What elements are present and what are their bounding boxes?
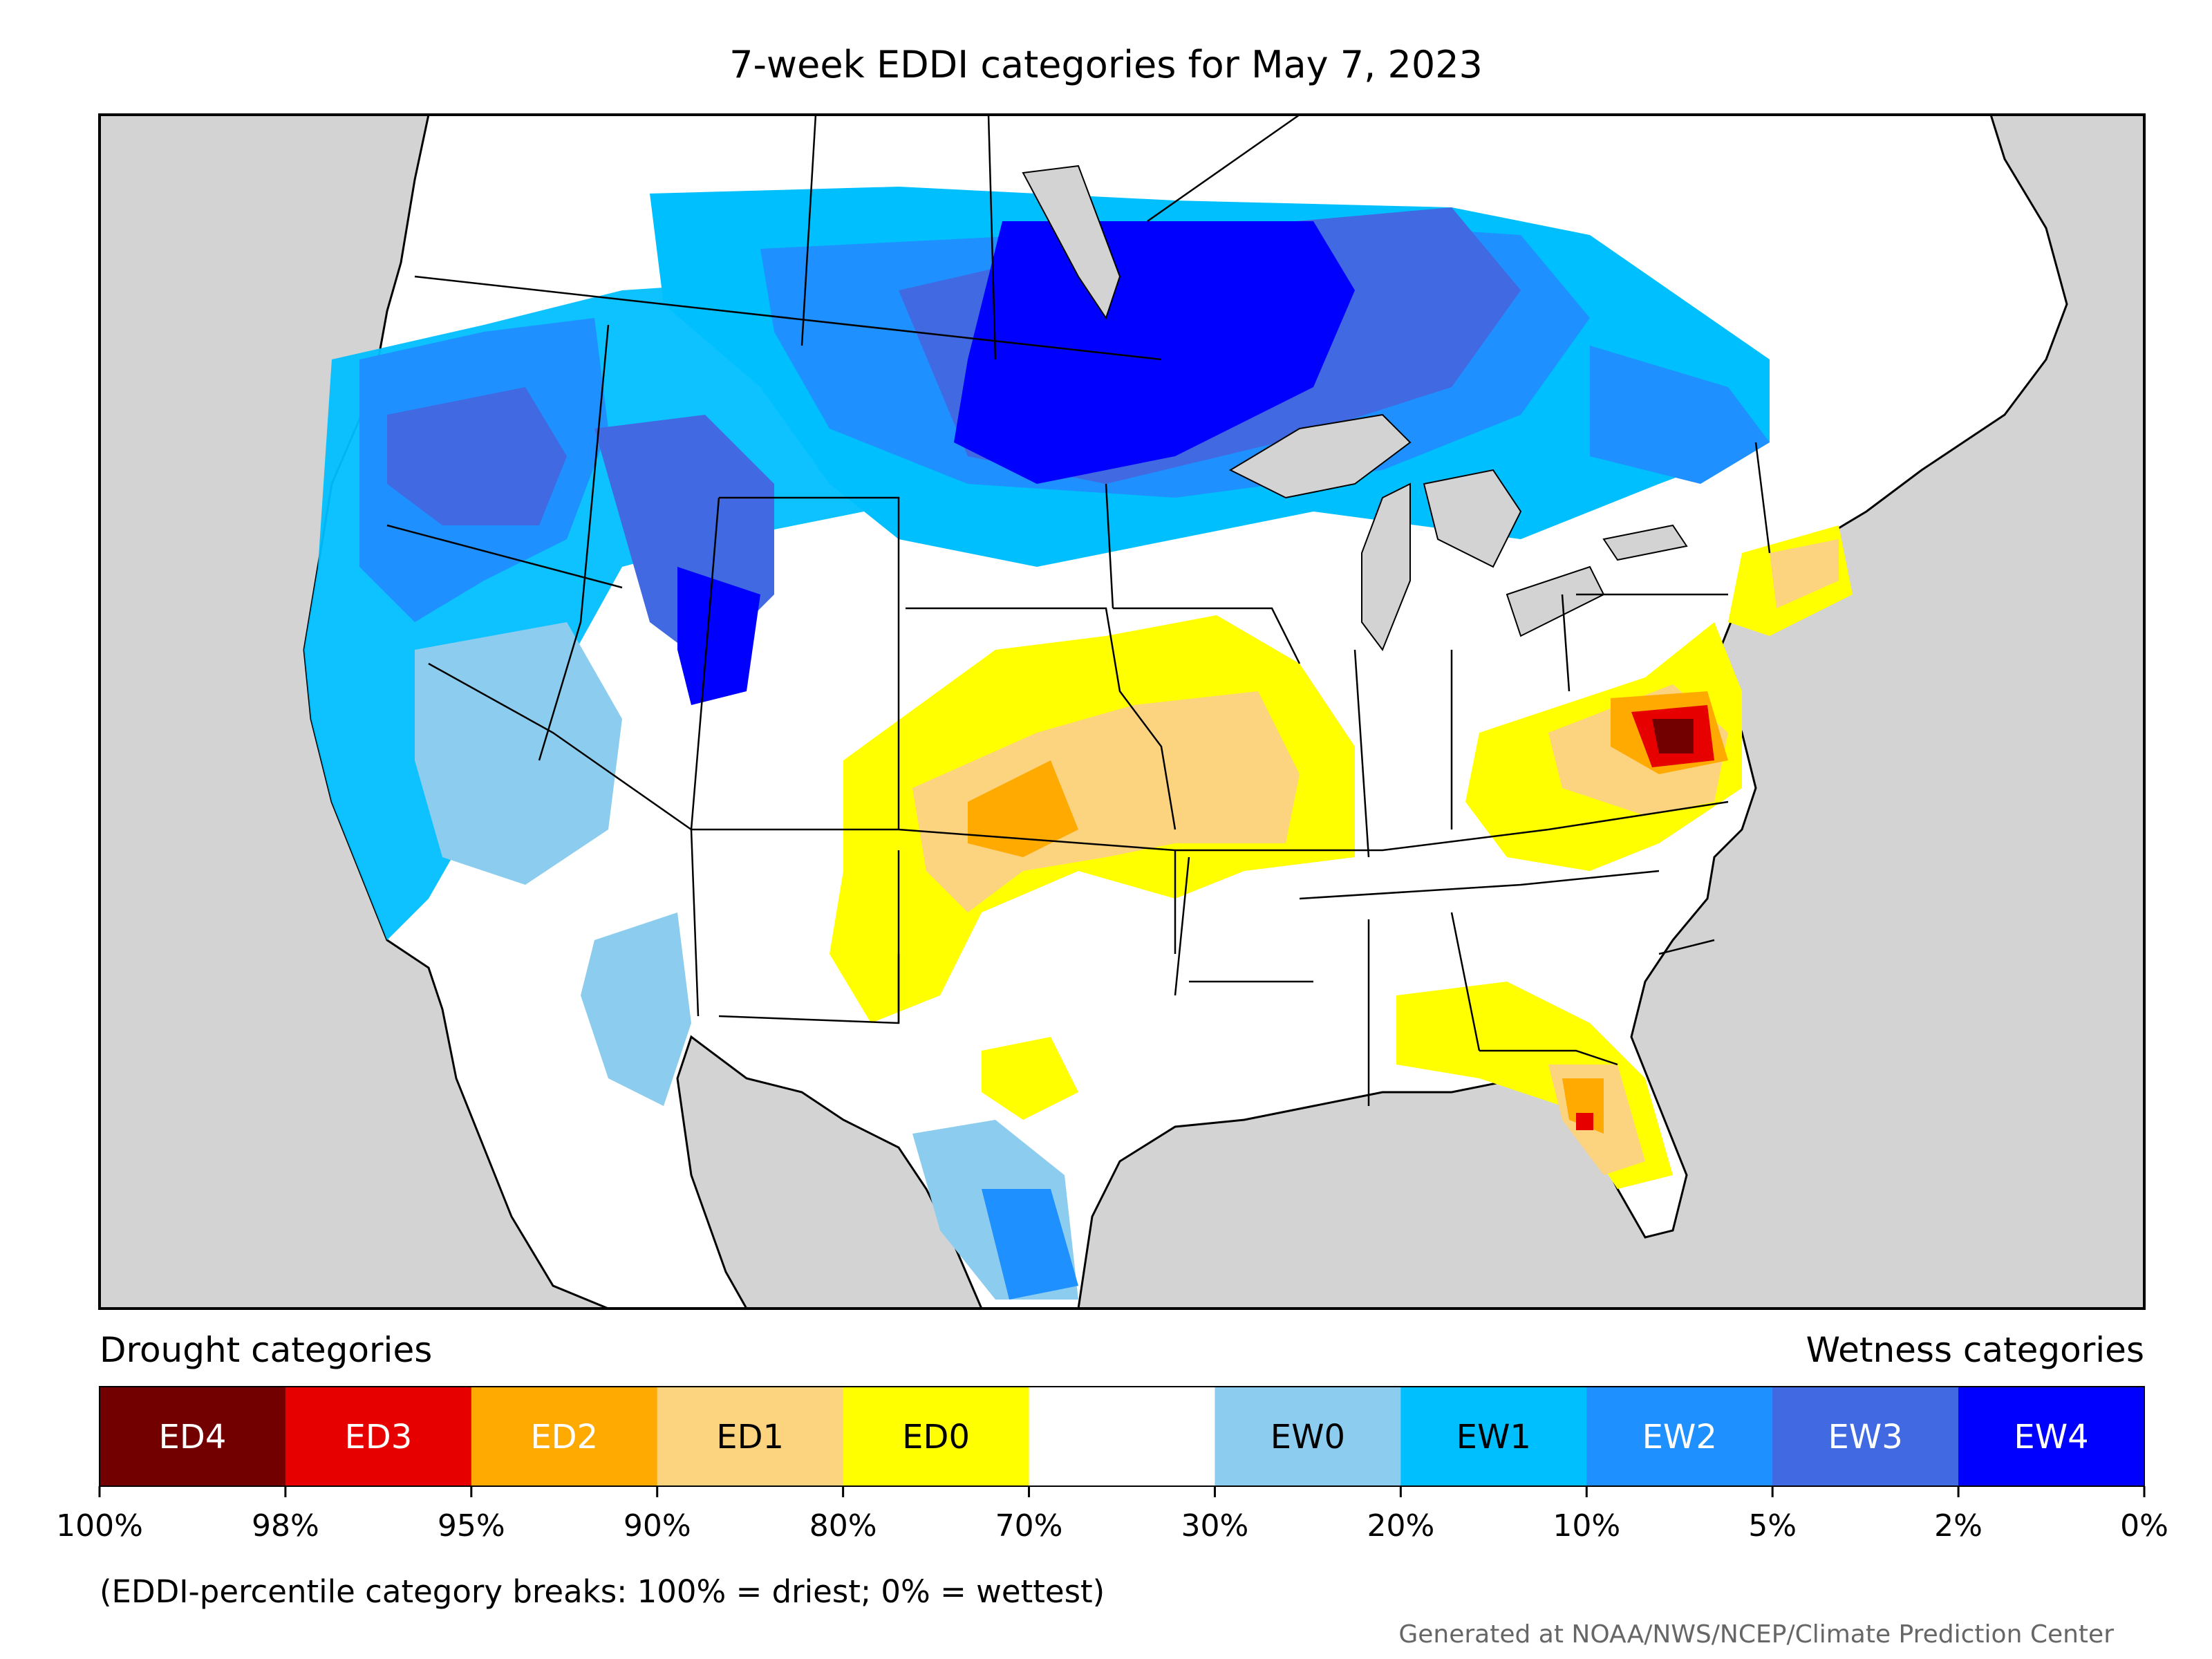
legend-swatch-ed3 [285,1387,472,1486]
legend-swatch-ed4 [100,1387,286,1486]
ew4-region-north [954,221,1355,484]
ed1-region-central [912,691,1300,912]
legend-tick-label: 20% [1367,1508,1434,1544]
eddi-map [98,113,2146,1310]
legend-label-ed1: ED1 [716,1418,784,1456]
legend-label-ed0: ED0 [902,1418,970,1456]
legend-tick-label: 100% [56,1508,143,1544]
wetness-categories-label: Wetness categories [1806,1330,2144,1370]
legend-swatch-ew3 [1772,1387,1959,1486]
ed0-region-texas [982,1037,1078,1120]
legend-note: (EDDI-percentile category breaks: 100% =… [100,1573,1105,1610]
legend-label-ew0: EW0 [1271,1418,1345,1456]
legend-tick-label: 98% [252,1508,319,1544]
ed3-region-florida [1576,1113,1593,1130]
legend-label-ew3: EW3 [1828,1418,1902,1456]
ed2-region-kansas [968,760,1078,857]
drought-categories-label: Drought categories [100,1330,433,1370]
map-title: 7-week EDDI categories for May 7, 2023 [729,43,1483,86]
legend-tick-label: 10% [1553,1508,1620,1544]
legend-frame [99,1386,2145,1487]
ed1-region-northeast [1770,539,1839,608]
legend-colorbar: ED4 ED3 ED2 ED1 ED0 EW0 EW1 EW2 EW3 EW4 100% 98% 95%… [56,1386,2168,1544]
ew3-region-oregon [387,387,567,525]
ew4-region-wyoming [677,567,760,705]
credit-text: Generated at NOAA/NWS/NCEP/Climate Predi… [1398,1620,2114,1649]
legend-swatch-neutral [1029,1387,1215,1486]
legend-label-ew1: EW1 [1456,1418,1531,1456]
great-lakes [1228,413,1688,652]
map-frame [98,113,2146,1310]
legend-label-ed3: ED3 [344,1418,412,1456]
ew0-region-southwest [581,912,691,1106]
legend-label-ew2: EW2 [1642,1418,1717,1456]
legend-label-ed4: ED4 [159,1418,227,1456]
legend-tick-label: 5% [1748,1508,1797,1544]
ed4-region-virginia [1652,719,1694,753]
legend-label-ew4: EW4 [2014,1418,2088,1456]
legend-swatch-ed1 [657,1387,844,1486]
state-borders [386,115,1771,1106]
legend-swatch-ew4 [1958,1387,2145,1486]
legend-swatch-ew1 [1400,1387,1587,1486]
ew2-region-great-lakes [1590,346,1770,484]
legend-tick-label: 80% [809,1508,877,1544]
legend-tick-label: 30% [1181,1508,1249,1544]
ew0-region-nevada [415,622,622,885]
legend-label-ed2: ED2 [530,1418,598,1456]
legend-swatch-ew2 [1586,1387,1773,1486]
hudson-bay [1022,165,1121,320]
legend-swatch-ew0 [1215,1387,1401,1486]
legend-tick-label: 0% [2120,1508,2168,1544]
legend-tick-label: 2% [1934,1508,1983,1544]
legend-tick-label: 90% [624,1508,691,1544]
legend-swatch-ed2 [471,1387,658,1486]
legend-swatch-ed0 [843,1387,1030,1486]
ew2-region-texas-coast [982,1189,1078,1300]
legend-tick-label: 70% [995,1508,1063,1544]
legend-tick-label: 95% [438,1508,505,1544]
